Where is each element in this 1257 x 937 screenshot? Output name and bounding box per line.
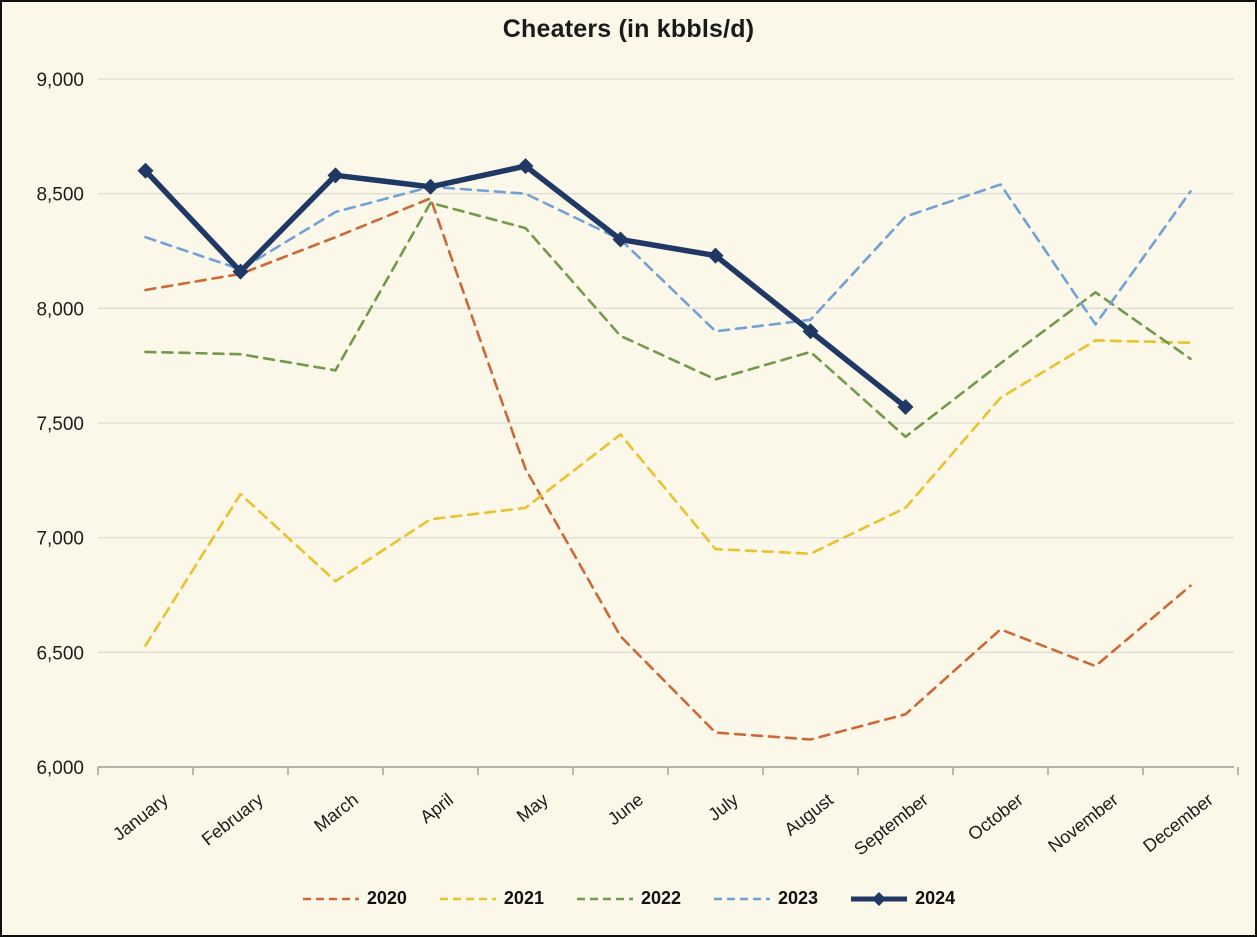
x-axis-label: January xyxy=(109,789,172,844)
legend-item-2020: 2020 xyxy=(302,888,407,909)
x-axis-label: July xyxy=(704,789,742,824)
legend-item-2023: 2023 xyxy=(713,888,818,909)
y-axis-label: 7,500 xyxy=(36,414,84,435)
legend-marker-2022 xyxy=(576,897,633,900)
legend-marker-2021 xyxy=(439,897,496,900)
legend-marker-2020 xyxy=(302,897,359,900)
y-axis-label: 7,000 xyxy=(36,529,84,550)
legend-item-2024: 2024 xyxy=(850,888,955,909)
x-axis-label: May xyxy=(513,789,552,826)
legend-label-2022: 2022 xyxy=(640,888,682,908)
x-axis-label: June xyxy=(604,789,647,829)
x-axis-label: April xyxy=(416,789,457,827)
x-axis-ticks xyxy=(97,767,1239,775)
series-2024-line xyxy=(142,163,909,410)
x-axis-label: March xyxy=(310,789,362,836)
series-2021 xyxy=(144,339,1192,647)
legend-label-2024: 2024 xyxy=(915,888,956,908)
x-axis-labels: January February March April May June July Augu… xyxy=(109,789,1217,859)
gridlines xyxy=(98,78,1234,768)
y-axis-label: 6,000 xyxy=(36,758,84,779)
series-2024-marker xyxy=(802,323,819,340)
y-axis-label: 9,000 xyxy=(36,70,84,91)
series-2023 xyxy=(144,183,1192,333)
series-2024-marker xyxy=(612,231,629,248)
x-axis-label: November xyxy=(1044,789,1122,856)
x-axis-label: September xyxy=(850,789,932,859)
series-2024-marker xyxy=(232,263,249,280)
series-2023-line xyxy=(144,183,1192,333)
series-2020 xyxy=(144,197,1192,741)
legend-item-2021: 2021 xyxy=(439,888,544,909)
series-2021-line xyxy=(144,339,1192,647)
x-axis-label: August xyxy=(780,789,836,839)
y-axis-label: 8,500 xyxy=(36,185,84,206)
series-2024-marker xyxy=(137,162,154,179)
series-2022-line xyxy=(144,201,1192,439)
series-2024-marker xyxy=(517,158,534,175)
y-axis-label: 6,500 xyxy=(36,643,84,664)
legend-label-2020: 2020 xyxy=(366,888,407,908)
x-axis-label: December xyxy=(1139,789,1217,856)
series-2024-marker xyxy=(707,247,724,264)
y-axis-label: 8,000 xyxy=(36,299,84,320)
series-2024-marker xyxy=(327,167,344,184)
series-2024-marker xyxy=(897,398,914,415)
series-2024-marker xyxy=(422,178,439,195)
series-2024 xyxy=(137,158,914,415)
x-axis-label: February xyxy=(198,789,267,849)
legend-marker-2024 xyxy=(851,891,908,906)
series-2022 xyxy=(144,201,1192,439)
series-2020-line xyxy=(144,197,1192,741)
legend-item-2022: 2022 xyxy=(576,888,681,909)
legend-label-2021: 2021 xyxy=(503,888,544,908)
legend-label-2023: 2023 xyxy=(778,888,819,908)
chart-title: Cheaters (in kbbls/d) xyxy=(502,15,755,43)
y-axis-labels: 6,000 6,500 7,000 7,500 8,000 8,500 9,000 xyxy=(36,70,84,779)
x-axis-label: October xyxy=(964,789,1027,844)
legend-marker-2023 xyxy=(714,897,771,900)
chart-legend: 2020 2021 2022 2023 2024 xyxy=(2,888,1255,909)
